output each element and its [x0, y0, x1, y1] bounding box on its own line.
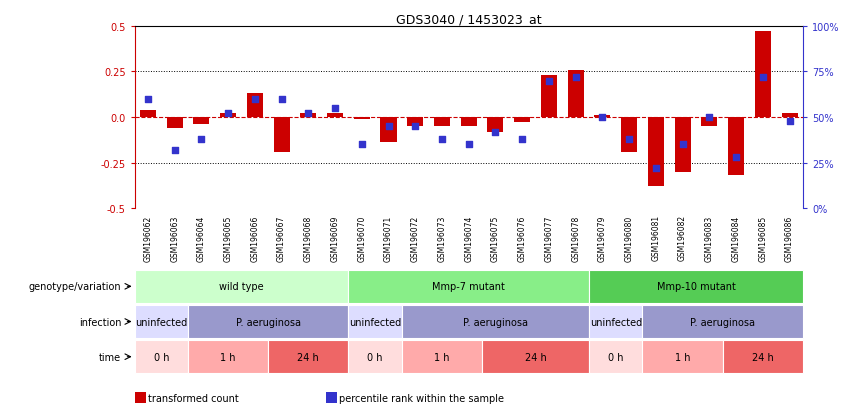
Point [783, 118, 797, 125]
Text: time: time [99, 352, 122, 362]
Bar [194, 118, 209, 125]
Bar [402, 341, 482, 373]
Text: 24 h: 24 h [524, 352, 547, 362]
Text: Mmp-7 mutant: Mmp-7 mutant [432, 282, 505, 292]
Point [248, 96, 262, 103]
Point [141, 96, 155, 103]
Bar [135, 341, 188, 373]
Bar [354, 118, 370, 119]
Bar [568, 71, 583, 118]
Text: percentile rank within the sample: percentile rank within the sample [339, 393, 504, 403]
Bar [273, 118, 290, 152]
Point [489, 129, 503, 135]
Bar [621, 118, 637, 152]
Bar [541, 76, 557, 118]
Bar [434, 118, 450, 127]
Point [569, 74, 582, 81]
Text: uninfected: uninfected [349, 317, 401, 327]
Text: 0 h: 0 h [154, 352, 169, 362]
Text: 1 h: 1 h [434, 352, 450, 362]
Point [702, 114, 716, 121]
Text: Mmp-10 mutant: Mmp-10 mutant [656, 282, 735, 292]
Bar [755, 32, 771, 118]
Text: 0 h: 0 h [367, 352, 383, 362]
Bar [188, 306, 348, 338]
Point [595, 114, 609, 121]
Bar [482, 341, 589, 373]
Bar [589, 341, 642, 373]
Bar [247, 94, 263, 118]
Point [194, 136, 208, 143]
Bar [642, 306, 803, 338]
Bar [348, 341, 402, 373]
Point [328, 105, 342, 112]
Point [274, 96, 288, 103]
Bar [402, 306, 589, 338]
Point [516, 136, 529, 143]
Point [622, 136, 636, 143]
Text: 24 h: 24 h [298, 352, 319, 362]
Bar [135, 271, 348, 303]
Text: infection: infection [79, 317, 122, 327]
Point [382, 123, 396, 130]
Bar [380, 118, 397, 143]
Bar [268, 341, 348, 373]
Text: transformed count: transformed count [148, 393, 240, 403]
Point [542, 78, 556, 85]
Point [301, 111, 315, 117]
Text: 1 h: 1 h [220, 352, 236, 362]
Point [729, 154, 743, 161]
Bar [348, 271, 589, 303]
Bar [407, 118, 424, 127]
Bar [140, 110, 156, 118]
Bar [781, 114, 798, 118]
Bar [723, 341, 803, 373]
Point [756, 74, 770, 81]
Point [649, 165, 663, 172]
Text: 24 h: 24 h [752, 352, 773, 362]
Point [168, 147, 181, 154]
Bar [595, 116, 610, 118]
Point [355, 142, 369, 148]
Bar [135, 306, 188, 338]
Text: P. aeruginosa: P. aeruginosa [690, 317, 755, 327]
Point [675, 142, 689, 148]
Text: 1 h: 1 h [674, 352, 690, 362]
Bar [589, 306, 642, 338]
Point [408, 123, 422, 130]
Text: uninfected: uninfected [135, 317, 187, 327]
Bar [642, 341, 723, 373]
Bar [589, 271, 803, 303]
Bar [461, 118, 477, 127]
Bar [648, 118, 664, 187]
Bar [488, 118, 503, 132]
Text: 0 h: 0 h [608, 352, 623, 362]
Text: wild type: wild type [219, 282, 264, 292]
Bar [300, 114, 316, 118]
Text: uninfected: uninfected [589, 317, 641, 327]
Bar [220, 114, 236, 118]
Point [221, 111, 235, 117]
Bar [167, 118, 182, 128]
Text: genotype/variation: genotype/variation [29, 282, 122, 292]
Bar [188, 341, 268, 373]
Point [462, 142, 476, 148]
Bar [514, 118, 530, 123]
Text: P. aeruginosa: P. aeruginosa [236, 317, 300, 327]
Bar [728, 118, 744, 176]
Bar [674, 118, 691, 172]
Text: P. aeruginosa: P. aeruginosa [463, 317, 528, 327]
Title: GDS3040 / 1453023_at: GDS3040 / 1453023_at [396, 13, 542, 26]
Bar [348, 306, 402, 338]
Bar [701, 118, 717, 127]
Point [435, 136, 449, 143]
Bar [327, 114, 343, 118]
